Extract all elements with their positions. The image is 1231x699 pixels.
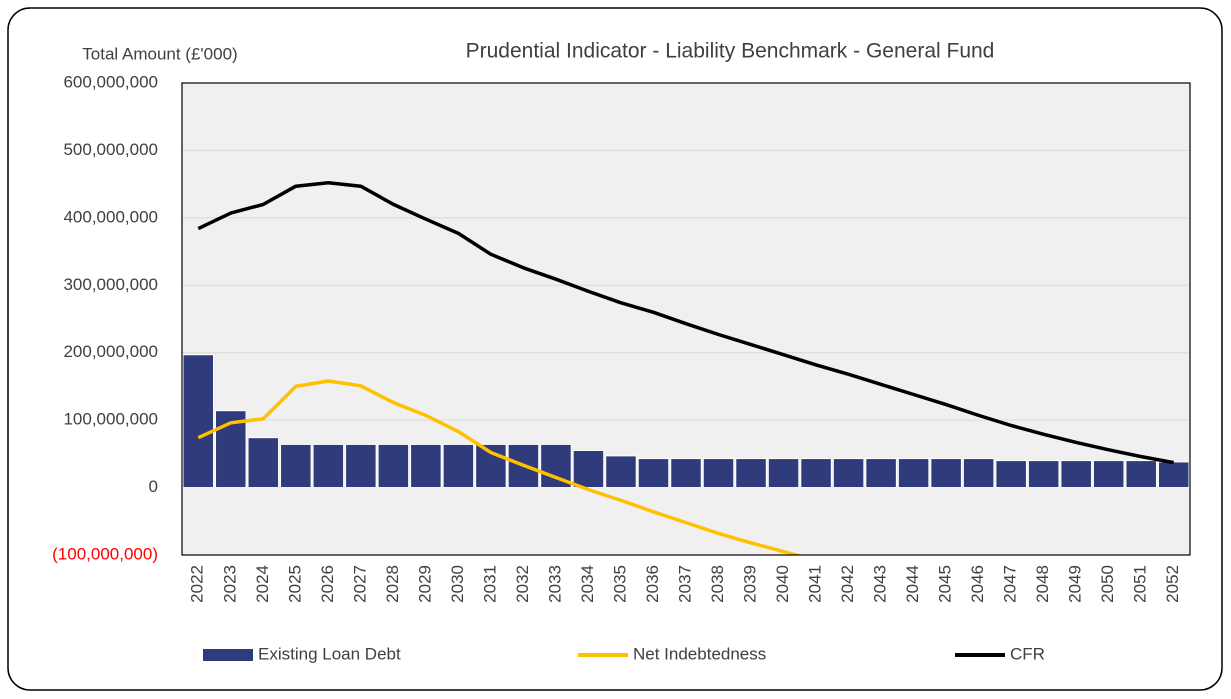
y-tick-label: 400,000,000 <box>63 207 158 226</box>
bar <box>605 455 637 489</box>
line <box>197 379 803 555</box>
x-tick-label: 2029 <box>415 565 434 603</box>
x-tick-label: 2046 <box>968 565 987 603</box>
bar <box>182 354 215 489</box>
x-tick-label: 2027 <box>350 565 369 603</box>
x-tick-label: 2024 <box>253 565 272 603</box>
x-tick-label: 2039 <box>741 565 760 603</box>
bar <box>572 449 605 489</box>
bar <box>442 443 475 489</box>
x-tick-label: 2048 <box>1033 565 1052 603</box>
bar <box>897 458 930 489</box>
x-tick-label: 2040 <box>773 565 792 603</box>
x-tick-label: 2030 <box>448 565 467 603</box>
bar <box>410 443 442 489</box>
bar <box>865 458 897 489</box>
bar <box>800 458 832 489</box>
bar <box>377 443 410 489</box>
x-tick-label: 2047 <box>1001 565 1020 603</box>
bar <box>1092 460 1125 489</box>
x-tick-label: 2043 <box>871 565 890 603</box>
y-axis-label: Total Amount (£'000) <box>82 44 237 63</box>
x-tick-label: 2023 <box>220 565 239 603</box>
y-tick-label: 500,000,000 <box>63 140 158 159</box>
x-tick-label: 2036 <box>643 565 662 603</box>
y-tick-label: 600,000,000 <box>63 72 158 91</box>
legend-swatch <box>203 649 253 661</box>
x-tick-label: 2052 <box>1163 565 1182 603</box>
bar <box>735 458 767 489</box>
x-tick-label: 2032 <box>513 565 532 603</box>
x-tick-label: 2038 <box>708 565 727 603</box>
x-tick-label: 2042 <box>838 565 857 603</box>
x-tick-label: 2033 <box>545 565 564 603</box>
x-tick-label: 2028 <box>383 565 402 603</box>
x-tick-label: 2041 <box>806 565 825 603</box>
x-tick-label: 2045 <box>936 565 955 603</box>
y-tick-label: 0 <box>149 477 158 496</box>
plot-frame <box>181 82 1191 556</box>
x-tick-label: 2034 <box>578 565 597 603</box>
x-tick-label: 2051 <box>1131 565 1150 603</box>
bar <box>1060 460 1092 489</box>
line <box>197 181 1175 465</box>
bar <box>247 437 280 489</box>
bar <box>312 443 345 489</box>
y-tick-label: 200,000,000 <box>63 342 158 361</box>
bar <box>832 458 865 489</box>
x-tick-label: 2037 <box>675 565 694 603</box>
bar <box>540 443 572 489</box>
bar <box>1027 460 1060 489</box>
bar <box>995 460 1027 489</box>
bar <box>215 410 247 489</box>
bar <box>702 458 735 489</box>
y-tick-label: 100,000,000 <box>63 410 158 429</box>
x-tick-label: 2035 <box>610 565 629 603</box>
y-tick-label: 300,000,000 <box>63 275 158 294</box>
bar <box>1157 461 1190 489</box>
bar <box>767 458 800 489</box>
bar <box>637 458 670 489</box>
y-tick-label: (100,000,000) <box>52 544 158 563</box>
x-tick-label: 2049 <box>1066 565 1085 603</box>
legend-label: Existing Loan Debt <box>258 644 401 663</box>
bar <box>962 458 995 489</box>
bar <box>345 443 377 489</box>
legend-label: Net Indebtedness <box>633 644 766 663</box>
x-tick-label: 2025 <box>285 565 304 603</box>
x-tick-label: 2044 <box>903 565 922 603</box>
x-tick-label: 2050 <box>1098 565 1117 603</box>
x-tick-label: 2031 <box>480 565 499 603</box>
bar <box>930 458 962 489</box>
legend-label: CFR <box>1010 644 1045 663</box>
chart-title: Prudential Indicator - Liability Benchma… <box>466 40 995 63</box>
bar <box>670 458 702 489</box>
bar <box>1125 460 1157 489</box>
bar <box>280 443 312 489</box>
x-tick-label: 2026 <box>318 565 337 603</box>
x-tick-label: 2022 <box>188 565 207 603</box>
